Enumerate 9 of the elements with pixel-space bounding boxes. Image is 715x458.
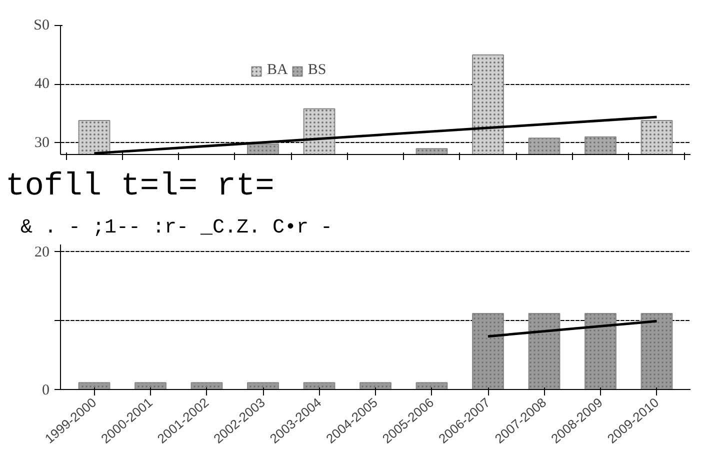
- legend-label: BS: [308, 62, 328, 79]
- y-tick-label: 0: [42, 382, 50, 398]
- y-tick-label: 40: [34, 76, 50, 92]
- y-tick-label: S0: [34, 18, 50, 34]
- y-tick-label: 20: [34, 244, 50, 260]
- legend-label: BA: [267, 62, 288, 79]
- text: & . - ;1-- :r- _C.Z. C•r -: [20, 216, 333, 240]
- y-tick-label: 30: [34, 134, 50, 151]
- text: tofll t=l= rt=: [6, 168, 274, 204]
